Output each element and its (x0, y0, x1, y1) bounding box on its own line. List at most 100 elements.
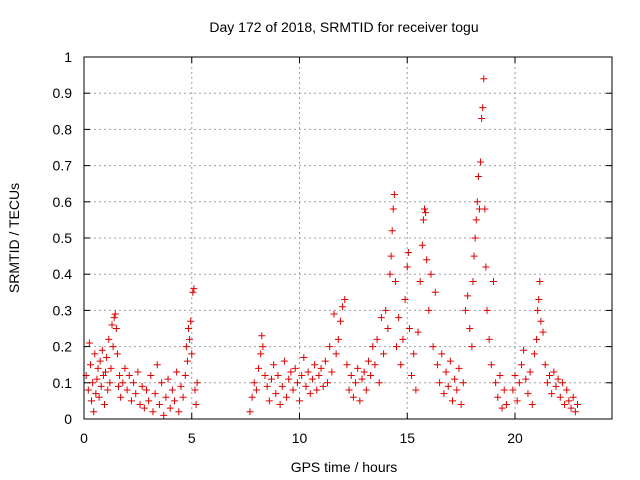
data-point (97, 382, 105, 390)
data-point (92, 390, 100, 398)
data-point (354, 364, 362, 372)
data-point (187, 317, 195, 325)
data-point (438, 350, 446, 358)
data-point (457, 401, 465, 409)
data-point (412, 386, 420, 394)
data-point (373, 335, 381, 343)
data-point (298, 372, 306, 380)
data-point (567, 404, 575, 412)
data-point (93, 375, 101, 383)
data-point (536, 277, 544, 285)
data-point (171, 397, 179, 405)
data-point (89, 379, 97, 387)
data-point (160, 411, 168, 419)
data-point (270, 361, 278, 369)
data-point (530, 350, 538, 358)
data-point (421, 205, 429, 213)
data-point (550, 368, 558, 376)
data-point (315, 372, 323, 380)
data-point (449, 397, 457, 405)
data-point (382, 306, 390, 314)
data-point (317, 364, 325, 372)
x-tick-label: 15 (399, 430, 415, 446)
data-point (515, 379, 523, 387)
data-point (255, 364, 263, 372)
data-point (358, 375, 366, 383)
data-point (267, 375, 275, 383)
data-point (168, 386, 176, 394)
data-point (179, 393, 187, 401)
data-point (142, 386, 150, 394)
data-point (466, 325, 474, 332)
data-point (494, 393, 502, 401)
data-point (308, 375, 316, 383)
data-point (306, 390, 314, 398)
data-point (149, 408, 157, 416)
data-point (347, 372, 355, 380)
x-tick-label: 0 (80, 430, 88, 446)
data-point (548, 390, 556, 398)
data-point (399, 335, 407, 343)
data-point (390, 191, 398, 199)
data-point (158, 379, 166, 387)
data-point (502, 401, 510, 409)
data-point (473, 198, 481, 206)
data-point (117, 393, 125, 401)
y-tick-label: 0.1 (53, 375, 73, 391)
data-point (263, 382, 271, 390)
data-point (90, 408, 98, 416)
data-point (293, 379, 301, 387)
data-point (563, 386, 571, 394)
data-point (104, 386, 112, 394)
data-point (261, 372, 269, 380)
data-point (259, 343, 267, 351)
data-point (98, 346, 106, 354)
data-point (304, 368, 312, 376)
y-tick-label: 0.5 (53, 230, 73, 246)
data-point (380, 350, 388, 358)
data-point (433, 361, 441, 369)
data-point (113, 350, 121, 358)
data-point (387, 252, 395, 260)
data-point (153, 361, 161, 369)
data-point (96, 357, 104, 365)
x-tick-label: 10 (292, 430, 308, 446)
data-point (388, 227, 396, 235)
data-point (565, 397, 573, 405)
data-point (138, 382, 146, 390)
data-point (287, 368, 295, 376)
data-point (511, 372, 519, 380)
data-point (464, 292, 472, 300)
data-point (528, 401, 536, 409)
data-point (440, 390, 448, 398)
data-point (371, 361, 379, 369)
data-point (444, 382, 452, 390)
data-point (105, 335, 113, 343)
data-point (369, 343, 377, 351)
data-point (162, 393, 170, 401)
data-points (82, 75, 582, 419)
data-point (474, 172, 482, 180)
data-point (185, 325, 193, 332)
data-point (109, 343, 117, 351)
data-point (571, 408, 579, 416)
data-point (469, 277, 477, 285)
data-point (453, 386, 461, 394)
data-point (100, 401, 108, 409)
data-point (533, 335, 541, 343)
y-tick-label: 0.4 (53, 266, 73, 282)
data-point (377, 314, 385, 322)
data-point (459, 379, 467, 387)
data-point (401, 296, 409, 304)
x-axis-label: GPS time / hours (291, 459, 398, 475)
data-point (175, 408, 183, 416)
data-point (258, 332, 266, 340)
data-point (272, 390, 280, 398)
data-point (498, 404, 506, 412)
data-point (574, 401, 582, 409)
data-point (425, 306, 433, 314)
data-point (391, 277, 399, 285)
data-point (166, 404, 174, 412)
data-point (541, 361, 549, 369)
